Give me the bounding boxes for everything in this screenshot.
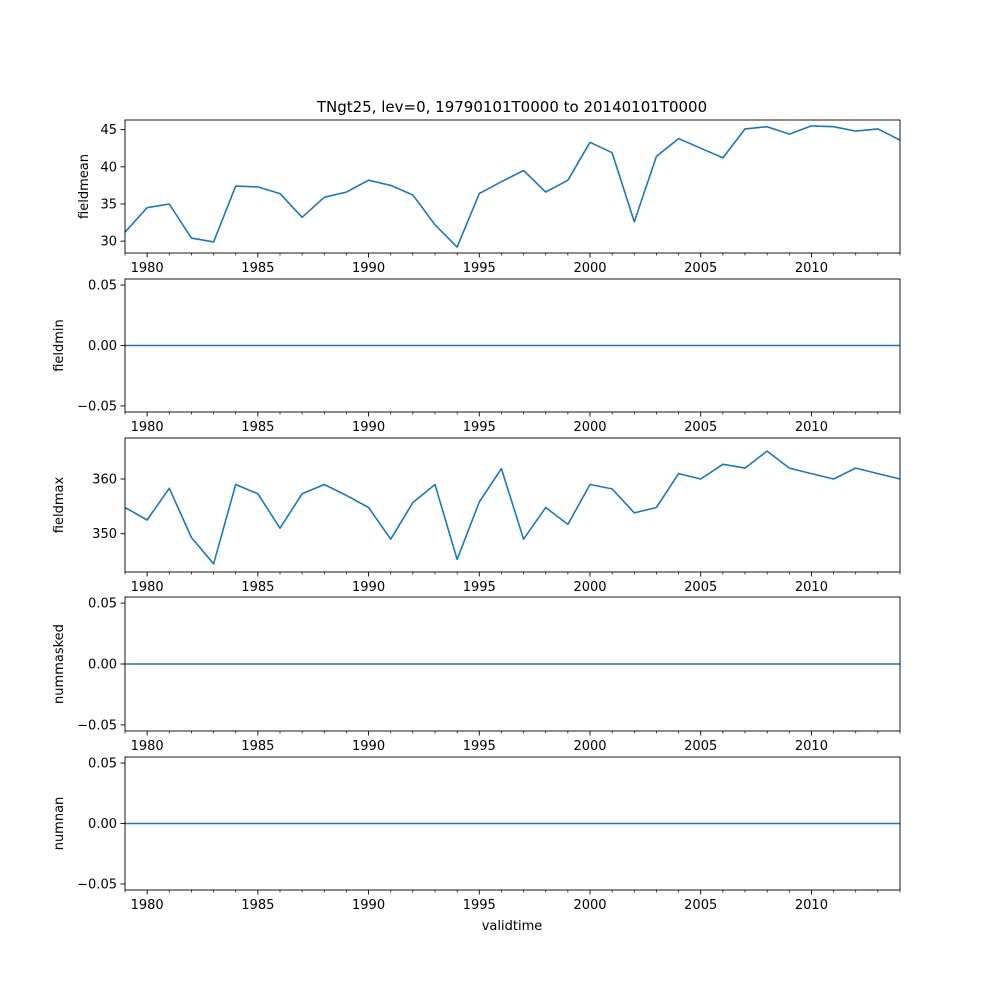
x-tick-label: 2005 <box>684 420 717 435</box>
figure-title: TNgt25, lev=0, 19790101T0000 to 20140101… <box>316 98 707 116</box>
x-tick-label: 2010 <box>795 261 828 276</box>
x-tick-label: 2010 <box>795 898 828 913</box>
x-tick-label: 2005 <box>684 898 717 913</box>
x-tick-label: 2000 <box>573 420 606 435</box>
y-tick-label: −0.05 <box>77 399 117 414</box>
y-tick-label: 0.00 <box>88 658 117 673</box>
x-tick-label: 1980 <box>131 420 164 435</box>
x-tick-label: 1985 <box>241 420 274 435</box>
x-axis-label: validtime <box>482 919 543 934</box>
x-tick-label: 1985 <box>241 739 274 754</box>
y-axis-label-nummasked: nummasked <box>52 624 67 704</box>
x-tick-label: 1995 <box>463 898 496 913</box>
y-tick-label: −0.05 <box>77 877 117 892</box>
x-tick-label: 1980 <box>131 898 164 913</box>
y-tick-label: 0.00 <box>88 339 117 354</box>
x-tick-label: 2000 <box>573 739 606 754</box>
x-tick-label: 1990 <box>352 739 385 754</box>
x-tick-label: 1980 <box>131 739 164 754</box>
x-tick-label: 2000 <box>573 898 606 913</box>
x-tick-label: 1990 <box>352 420 385 435</box>
x-tick-label: 1995 <box>463 739 496 754</box>
x-tick-label: 2005 <box>684 580 717 595</box>
y-tick-label: 35 <box>100 197 117 212</box>
x-tick-label: 1980 <box>131 261 164 276</box>
x-tick-label: 2000 <box>573 580 606 595</box>
y-tick-label: −0.05 <box>77 718 117 733</box>
x-tick-label: 1985 <box>241 580 274 595</box>
x-tick-label: 2010 <box>795 580 828 595</box>
y-axis-label-numnan: numnan <box>52 797 67 851</box>
x-tick-label: 1990 <box>352 261 385 276</box>
y-tick-label: 0.05 <box>88 597 117 612</box>
y-tick-label: 45 <box>100 123 117 138</box>
x-tick-label: 1990 <box>352 580 385 595</box>
y-tick-label: 360 <box>92 473 117 488</box>
x-tick-label: 2010 <box>795 739 828 754</box>
y-tick-label: 0.00 <box>88 817 117 832</box>
y-tick-label: 0.05 <box>88 279 117 294</box>
y-axis-label-fieldmin: fieldmin <box>52 319 67 372</box>
y-axis-label-fieldmax: fieldmax <box>52 477 67 534</box>
x-tick-label: 1985 <box>241 898 274 913</box>
y-tick-label: 0.05 <box>88 757 117 772</box>
x-tick-label: 2005 <box>684 739 717 754</box>
x-tick-label: 1995 <box>463 580 496 595</box>
y-tick-label: 40 <box>100 160 117 175</box>
x-tick-label: 1980 <box>131 580 164 595</box>
x-tick-label: 2000 <box>573 261 606 276</box>
x-tick-label: 1990 <box>352 898 385 913</box>
y-tick-label: 350 <box>92 527 117 542</box>
x-tick-label: 2005 <box>684 261 717 276</box>
x-tick-label: 2010 <box>795 420 828 435</box>
x-tick-label: 1995 <box>463 420 496 435</box>
y-tick-label: 30 <box>100 235 117 250</box>
x-tick-label: 1995 <box>463 261 496 276</box>
y-axis-label-fieldmean: fieldmean <box>77 154 92 219</box>
x-tick-label: 1985 <box>241 261 274 276</box>
